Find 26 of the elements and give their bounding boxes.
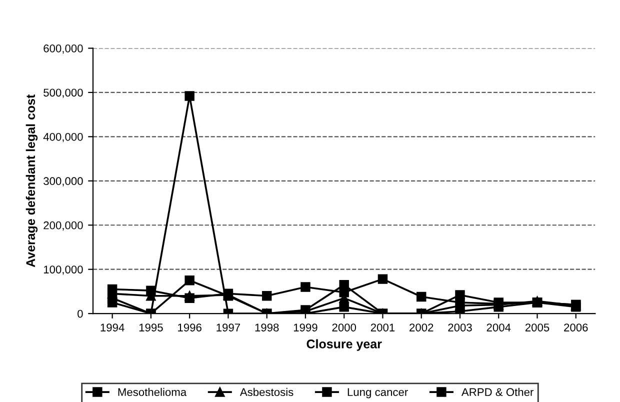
x-tick-label: 2003 [448,324,472,332]
x-tick-label: 1995 [139,324,163,332]
legend-label: Asbestosis [240,388,294,396]
x-tick-label: 2004 [486,324,511,332]
y-tick-label: 400,000 [43,132,83,142]
x-tick-label: 1999 [294,324,318,332]
x-tick-label: 1998 [255,324,279,332]
x-tick-label: 2001 [370,324,395,332]
y-tick-label: 100,000 [44,266,83,275]
y-axis-title: Average defendant legal cost [26,94,38,268]
x-tick-label: 1997 [216,324,240,332]
x-tick-label: 2000 [332,324,356,332]
legend-label: ARPD & Other [461,388,534,396]
y-tick-label: 200,000 [44,221,83,231]
y-tick-label: 300,000 [44,177,83,186]
x-axis-title: Closure year [306,339,382,351]
y-tick-label: 500,000 [44,88,83,98]
x-tick-label: 1994 [100,324,124,332]
x-tick-label: 1996 [178,324,202,332]
legend-label: Lung cancer [348,388,408,398]
x-tick-label: 2006 [564,324,588,332]
y-tick-label: 600,000 [44,44,83,54]
x-tick-label: 2005 [525,324,550,332]
y-tick-label: 0 [78,310,83,318]
x-tick-label: 2002 [410,324,434,332]
legend-label: Mesothelioma [118,388,187,396]
